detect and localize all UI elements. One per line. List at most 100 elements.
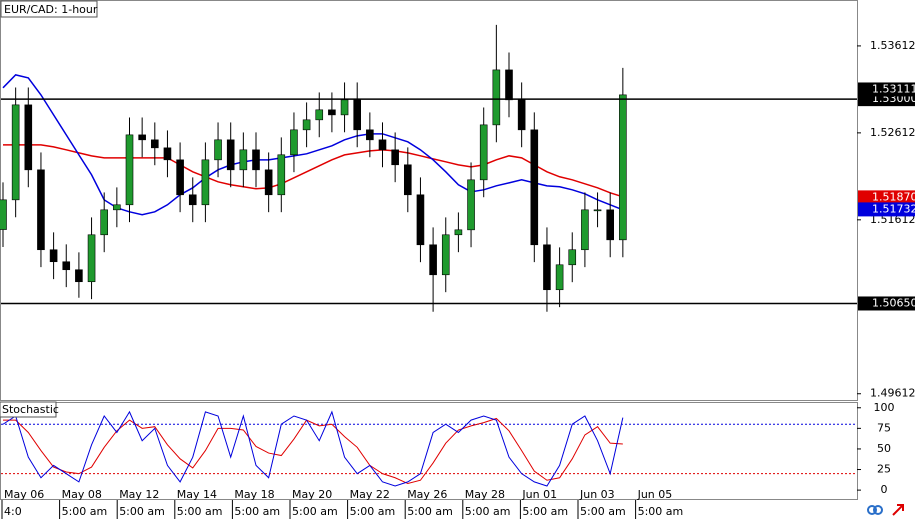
candle-body xyxy=(100,209,108,236)
candle-body xyxy=(479,124,488,181)
x-time-label: 5:00 am xyxy=(234,505,280,518)
candle-body xyxy=(239,149,248,171)
candle-body xyxy=(290,129,298,156)
x-time-label: 5:00 am xyxy=(350,505,396,518)
candle-body xyxy=(568,249,577,266)
stoch-tick-label: 75 xyxy=(877,421,891,434)
y-tick-label: 1.49612 xyxy=(870,387,915,400)
candle-body xyxy=(429,244,437,276)
price-marker-label: 1.53111 xyxy=(872,82,915,95)
x-date-label: May 08 xyxy=(62,488,102,501)
candle-body xyxy=(543,244,551,291)
candle-body xyxy=(366,129,374,141)
candle-body xyxy=(188,194,197,206)
candle-body xyxy=(492,69,501,126)
price-marker-label: 1.51732 xyxy=(872,202,915,215)
toolbar-icons xyxy=(867,504,904,516)
candle-body xyxy=(226,139,235,171)
moving-average xyxy=(2,74,624,216)
candle-body xyxy=(555,264,564,291)
x-date-label: May 14 xyxy=(177,488,217,501)
candle-body xyxy=(378,139,387,151)
moving-average xyxy=(3,144,624,198)
stochastic-panel xyxy=(0,402,858,500)
stochastic-line xyxy=(3,417,623,485)
candle-body xyxy=(11,104,20,201)
plot-layer: 1.536121.526121.516121.4961202550751001.… xyxy=(0,24,915,519)
y-tick-label: 1.53612 xyxy=(870,39,915,52)
x-date-label: May 06 xyxy=(4,488,44,501)
level-box xyxy=(858,296,915,311)
x-time-label: 5:00 am xyxy=(407,505,453,518)
x-time-label: 5:00 am xyxy=(580,505,626,518)
price-marker xyxy=(858,202,915,217)
x-date-label: Jun 05 xyxy=(637,488,673,501)
candle-body xyxy=(151,139,159,149)
stoch-tick-label: 25 xyxy=(877,463,891,476)
candle-body xyxy=(277,154,286,196)
candle-body xyxy=(138,134,146,141)
candle-body xyxy=(353,99,362,131)
candle-body xyxy=(62,261,71,271)
candle-body xyxy=(302,119,311,131)
x-time-label: 5:00 am xyxy=(522,505,568,518)
candle-body xyxy=(113,204,121,211)
candle-body xyxy=(340,99,349,116)
price-marker-label: 1.51870 xyxy=(872,190,915,203)
candle-body xyxy=(467,179,475,231)
x-date-label: Jun 01 xyxy=(521,488,557,501)
candle-body xyxy=(517,99,526,131)
x-date-label: Jun 03 xyxy=(579,488,615,501)
candle-body xyxy=(403,164,412,196)
level-label: 1.50650 xyxy=(872,296,915,309)
stoch-tick-label: 0 xyxy=(881,483,888,496)
candle-body xyxy=(176,159,184,196)
x-date-label: May 26 xyxy=(407,488,447,501)
candle-body xyxy=(264,169,273,196)
x-time-label: 5:00 am xyxy=(465,505,511,518)
price-marker xyxy=(858,82,915,97)
candle-body xyxy=(37,169,45,251)
stoch-tick-label: 50 xyxy=(877,442,891,455)
candle-body xyxy=(201,159,210,206)
candle-body xyxy=(0,199,7,230)
x-date-label: May 28 xyxy=(465,488,505,501)
candle-body xyxy=(125,134,134,206)
stoch-tick-label: 100 xyxy=(874,401,895,414)
price-marker xyxy=(858,190,915,205)
candle-body xyxy=(530,129,539,246)
stochastic-line xyxy=(2,410,624,487)
x-date-label: May 20 xyxy=(292,488,332,501)
candle-body xyxy=(75,269,83,283)
x-time-label: 5:00 am xyxy=(177,505,223,518)
candle-body xyxy=(441,234,450,276)
candle-body xyxy=(163,147,172,161)
stochastic-label: Stochastic xyxy=(2,403,59,416)
x-time-label: 5:00 am xyxy=(62,505,108,518)
candle-body xyxy=(606,209,615,241)
candle-body xyxy=(391,149,399,166)
candle-body xyxy=(328,109,336,116)
candle-body xyxy=(214,139,222,161)
x-date-label: May 18 xyxy=(234,488,274,501)
x-time-label: 5:00 am xyxy=(119,505,165,518)
candle-body xyxy=(416,194,425,246)
x-time-label: 4:0 xyxy=(4,505,22,518)
expand-icon[interactable] xyxy=(892,504,904,516)
link-icon[interactable] xyxy=(867,505,877,515)
candle-body xyxy=(315,109,324,121)
candle-body xyxy=(49,249,58,263)
candle-body xyxy=(24,104,33,171)
candle-body xyxy=(252,149,260,171)
x-time-label: 5:00 am xyxy=(638,505,684,518)
link-icon-2 xyxy=(873,505,883,515)
x-time-label: 5:00 am xyxy=(292,505,338,518)
candle-body xyxy=(505,69,513,101)
candle-body xyxy=(619,94,627,241)
candle-body xyxy=(87,234,96,283)
y-tick-label: 1.52612 xyxy=(870,126,915,139)
candle-body xyxy=(454,229,463,236)
